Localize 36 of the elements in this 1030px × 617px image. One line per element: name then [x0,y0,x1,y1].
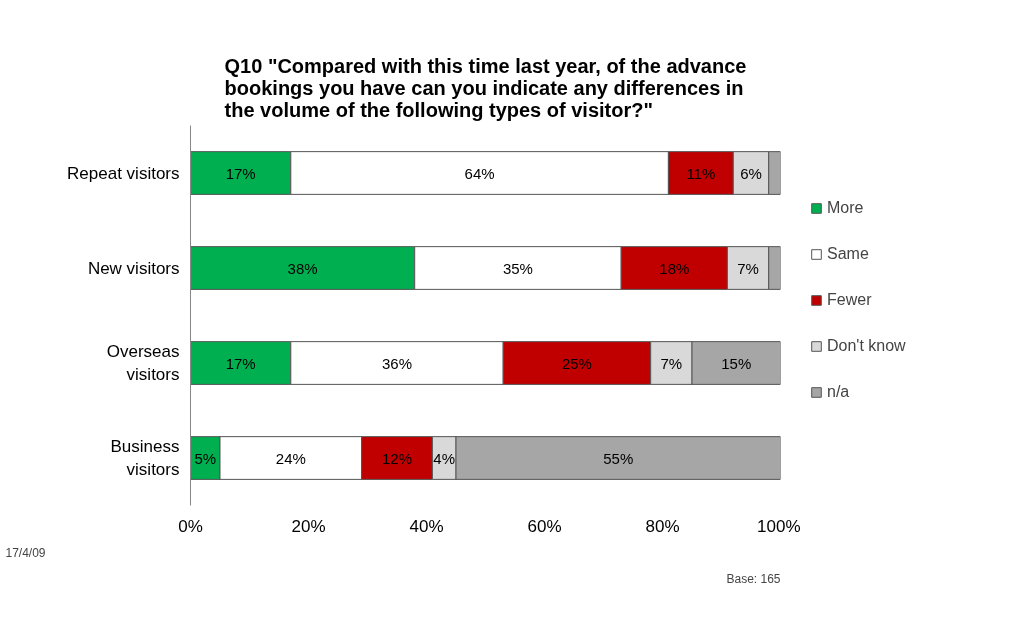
data-label: 5% [194,449,217,467]
legend-label: Fewer [827,291,872,309]
data-label: 6% [740,164,762,182]
legend-label: Don't know [827,337,906,355]
legend-label: Same [827,245,869,263]
data-label: 4% [433,449,456,467]
data-label: 7% [737,259,759,277]
x-tick-label: 100% [757,516,801,536]
x-tick-label: 20% [291,516,326,536]
text: Base: 165 [726,571,781,586]
data-label: 15% [721,354,752,372]
chart-title: Q10 "Compared with this time last year, of the advance bookings you have can you indicate any differences in the volume of the following types of visitor?" [224,54,747,121]
y-tick-label: Business visitors [110,437,180,479]
data-label: 7% [660,354,683,372]
data-label: 17% [225,164,256,182]
y-tick-label: Overseas visitors [106,342,180,384]
data-label: 64% [464,164,495,182]
data-label: 25% [561,354,592,372]
data-label: 55% [603,449,634,467]
y-tick-label: New visitors [87,258,180,278]
data-label: 36% [381,354,413,372]
x-tick-label: 0% [178,516,203,536]
data-label: 11% [686,164,716,182]
data-label: 24% [275,449,306,467]
data-label: 18% [659,259,690,277]
y-tick-label: Repeat visitors [67,163,180,183]
x-tick-label: 60% [527,516,562,536]
x-tick-label: 40% [409,516,444,536]
data-label: 35% [502,259,533,277]
legend-label: More [827,199,864,217]
legend-label: n/a [827,383,850,401]
data-label: 38% [287,259,318,277]
data-label: 12% [381,449,413,467]
text: 17/4/09 [5,545,46,560]
data-label: 17% [225,354,256,372]
x-tick-label: 80% [645,516,680,536]
